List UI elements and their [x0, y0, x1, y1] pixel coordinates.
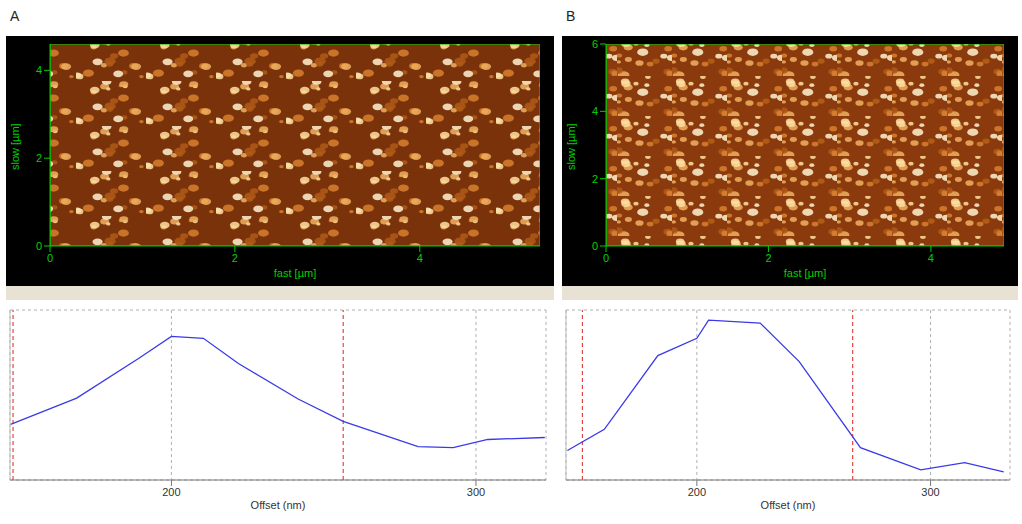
svg-text:fast [µm]: fast [µm] — [784, 267, 826, 279]
svg-text:300: 300 — [921, 486, 939, 498]
svg-text:slow [µm]: slow [µm] — [565, 123, 577, 170]
svg-text:2: 2 — [36, 152, 42, 164]
svg-text:4: 4 — [36, 64, 42, 76]
svg-text:2: 2 — [232, 252, 238, 264]
svg-text:4: 4 — [928, 252, 934, 264]
svg-text:2: 2 — [765, 252, 771, 264]
svg-text:200: 200 — [688, 486, 706, 498]
svg-text:0: 0 — [592, 240, 598, 252]
svg-text:2: 2 — [592, 173, 598, 185]
svg-text:300: 300 — [467, 486, 485, 498]
svg-text:6: 6 — [592, 38, 598, 50]
svg-text:Offset (nm): Offset (nm) — [761, 499, 816, 511]
svg-text:0: 0 — [36, 240, 42, 252]
svg-text:4: 4 — [417, 252, 423, 264]
svg-text:0: 0 — [603, 252, 609, 264]
svg-text:200: 200 — [162, 486, 180, 498]
html-text:A: A — [10, 8, 20, 24]
svg-text:Offset (nm): Offset (nm) — [251, 499, 306, 511]
svg-text:slow [µm]: slow [µm] — [9, 123, 21, 170]
svg-text:4: 4 — [592, 105, 598, 117]
svg-text:0: 0 — [47, 252, 53, 264]
svg-text:fast [µm]: fast [µm] — [274, 267, 316, 279]
html-text:B: B — [566, 8, 576, 24]
